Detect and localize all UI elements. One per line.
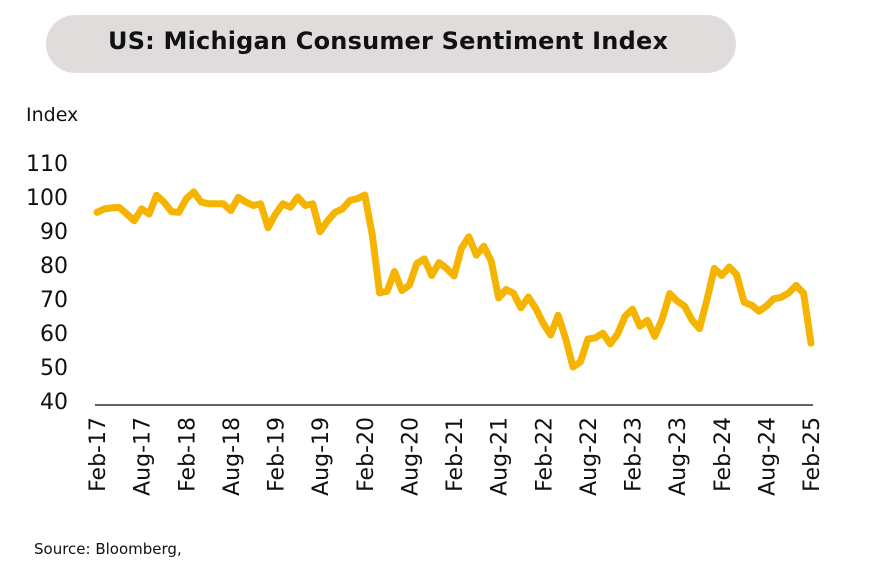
y-axis-label: Index [26, 104, 79, 126]
y-tick-label: 80 [40, 254, 68, 279]
y-tick-label: 100 [26, 186, 68, 211]
x-tick-label: Feb-18 [175, 417, 200, 492]
x-tick-label: Aug-21 [488, 417, 513, 496]
x-tick-label: Feb-24 [711, 417, 736, 492]
x-tick-label: Aug-18 [220, 417, 245, 496]
title-banner [46, 15, 736, 73]
x-tick-label: Feb-23 [622, 417, 647, 492]
x-tick-label: Aug-20 [398, 417, 423, 496]
y-tick-label: 40 [40, 390, 68, 415]
x-tick-label: Aug-22 [577, 417, 602, 496]
y-tick-label: 70 [40, 288, 68, 313]
x-tick-label: Feb-19 [265, 417, 290, 492]
x-tick-label: Aug-23 [666, 417, 691, 496]
y-tick-label: 110 [26, 152, 68, 177]
y-tick-labels: 40 50 60 70 80 90 100 110 [26, 152, 68, 415]
x-tick-label: Aug-19 [309, 417, 334, 496]
x-tick-label: Feb-17 [86, 417, 111, 492]
y-tick-label: 60 [40, 322, 68, 347]
chart-title: US: Michigan Consumer Sentiment Index [108, 27, 669, 55]
x-tick-label: Feb-21 [443, 417, 468, 492]
x-tick-labels: Feb-17 Aug-17 Feb-18 Aug-18 Feb-19 Aug-19 Feb-… [86, 417, 825, 496]
x-tick-label: Aug-17 [131, 417, 156, 496]
y-tick-label: 90 [40, 220, 68, 245]
y-tick-label: 50 [40, 356, 68, 381]
x-tick-label: Aug-24 [755, 417, 780, 496]
series-line-sentiment [93, 188, 815, 371]
x-tick-label: Feb-20 [354, 417, 379, 492]
x-tick-label: Feb-25 [800, 417, 825, 492]
x-tick-label: Feb-22 [532, 417, 557, 492]
source-note: Source: Bloomberg, [34, 540, 182, 558]
